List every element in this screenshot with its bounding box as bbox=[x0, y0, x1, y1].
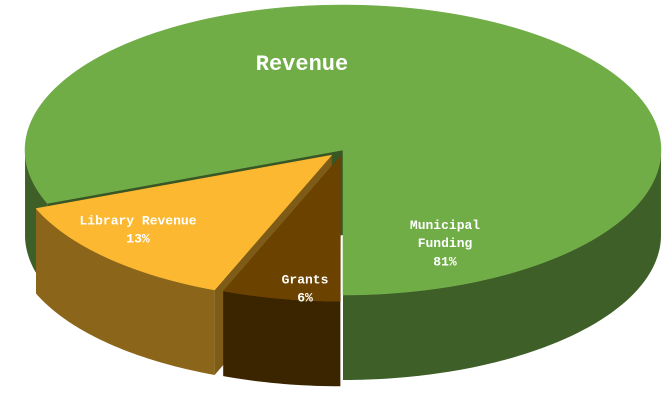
slice-wall bbox=[343, 152, 661, 380]
pie-slice bbox=[35, 154, 333, 291]
slice-wall bbox=[36, 208, 215, 375]
slice-value-label: 13% bbox=[126, 231, 150, 246]
slices bbox=[24, 4, 662, 302]
slice-label: Municipal Funding bbox=[410, 218, 480, 251]
pie-slice bbox=[24, 4, 662, 296]
chart-title: Revenue bbox=[256, 52, 348, 77]
slice-value-label: 6% bbox=[297, 290, 313, 305]
slice-wall bbox=[223, 291, 341, 387]
slice-label: Grants bbox=[282, 272, 329, 287]
slice-label: Library Revenue bbox=[79, 213, 196, 228]
pie-slice bbox=[222, 155, 341, 302]
slice-value-label: 81% bbox=[433, 254, 457, 269]
labels: Municipal Funding 81% Library Revenue 13% Gra… bbox=[79, 213, 480, 305]
